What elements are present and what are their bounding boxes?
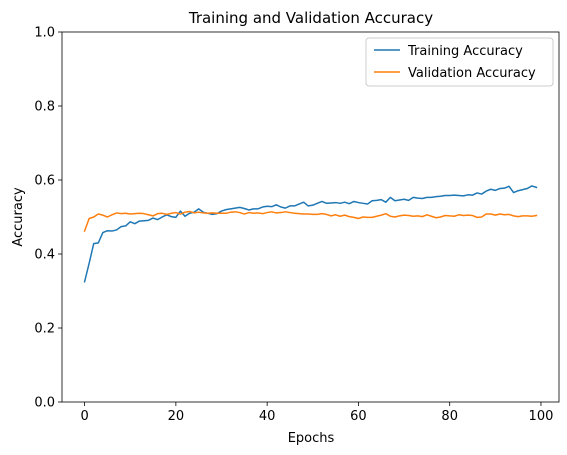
plot-area xyxy=(61,31,560,403)
chart-title: Training and Validation Accuracy xyxy=(188,9,433,27)
x-axis: 0 20 40 60 80 100 xyxy=(80,402,553,424)
y-axis-label: Accuracy xyxy=(11,187,26,247)
legend-label: Training Accuracy xyxy=(407,44,523,59)
y-tick-label: 0.2 xyxy=(34,322,55,337)
x-tick-label: 0 xyxy=(80,409,88,424)
series-line-validation-accuracy xyxy=(83,210,538,233)
x-axis-label: Epochs xyxy=(288,431,335,446)
plot-frame xyxy=(61,31,560,403)
legend-label: Validation Accuracy xyxy=(408,66,536,81)
x-tick-label: 100 xyxy=(529,409,554,424)
legend: Training Accuracy Validation Accuracy xyxy=(365,37,554,87)
y-tick-label: 0.0 xyxy=(34,396,55,411)
series-line-training-accuracy xyxy=(83,185,538,283)
x-tick-label: 20 xyxy=(168,409,185,424)
y-tick-label: 0.8 xyxy=(34,100,55,115)
x-tick-label: 40 xyxy=(259,409,276,424)
y-tick-label: 1.0 xyxy=(34,26,55,41)
y-axis: 0.0 0.2 0.4 0.6 0.8 1.0 xyxy=(34,26,62,411)
x-tick-label: 80 xyxy=(441,409,458,424)
y-tick-label: 0.6 xyxy=(34,174,55,189)
legend-box xyxy=(365,37,554,87)
x-tick-label: 60 xyxy=(350,409,367,424)
y-tick-label: 0.4 xyxy=(34,248,55,263)
